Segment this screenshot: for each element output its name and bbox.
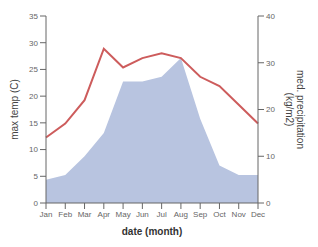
svg-text:Dec: Dec xyxy=(251,210,265,219)
svg-text:Jan: Jan xyxy=(40,210,53,219)
svg-text:20: 20 xyxy=(29,92,38,101)
svg-text:Jun: Jun xyxy=(136,210,149,219)
svg-text:15: 15 xyxy=(29,119,38,128)
svg-text:30: 30 xyxy=(266,59,275,68)
svg-text:10: 10 xyxy=(29,145,38,154)
svg-text:Oct: Oct xyxy=(213,210,226,219)
svg-text:Mar: Mar xyxy=(78,210,92,219)
svg-text:Nov: Nov xyxy=(232,210,246,219)
svg-text:5: 5 xyxy=(34,172,39,181)
svg-text:max temp (C): max temp (C) xyxy=(9,79,20,140)
svg-text:0: 0 xyxy=(266,199,271,208)
svg-text:20: 20 xyxy=(266,105,275,114)
svg-text:Apr: Apr xyxy=(98,210,111,219)
svg-text:35: 35 xyxy=(29,12,38,21)
svg-text:30: 30 xyxy=(29,39,38,48)
svg-text:May: May xyxy=(116,210,131,219)
svg-text:Sep: Sep xyxy=(193,210,208,219)
svg-text:40: 40 xyxy=(266,12,275,21)
svg-text:med. precipitation(kg/m2): med. precipitation(kg/m2) xyxy=(284,70,306,149)
svg-text:Jul: Jul xyxy=(157,210,167,219)
svg-text:10: 10 xyxy=(266,152,275,161)
svg-text:0: 0 xyxy=(34,199,39,208)
svg-text:date (month): date (month) xyxy=(122,226,183,237)
svg-text:Feb: Feb xyxy=(58,210,72,219)
svg-text:25: 25 xyxy=(29,65,38,74)
svg-text:Aug: Aug xyxy=(174,210,188,219)
